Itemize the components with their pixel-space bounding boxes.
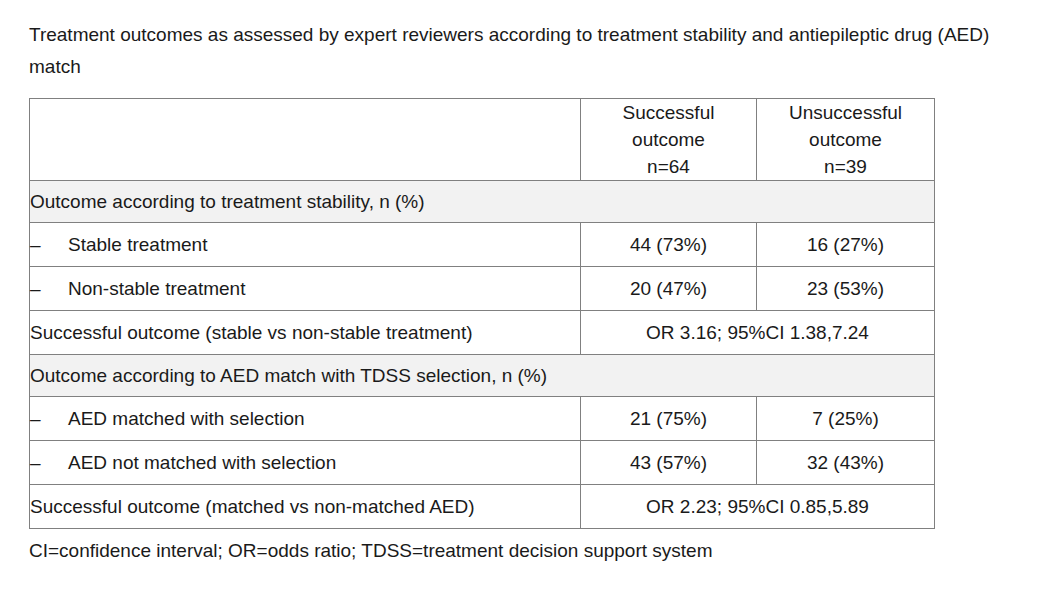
row-label: Non-stable treatment xyxy=(68,278,245,299)
header-empty-cell xyxy=(30,99,581,181)
row-label-cell: –Stable treatment xyxy=(30,223,581,267)
abbreviations-footnote: CI=confidence interval; OR=odds ratio; T… xyxy=(29,538,1009,564)
row-label: Stable treatment xyxy=(68,234,207,255)
odds-ratio-value: OR 3.16; 95%CI 1.38,7.24 xyxy=(581,311,935,355)
table-caption: Treatment outcomes as assessed by expert… xyxy=(29,19,1009,83)
unsuccessful-value: 23 (53%) xyxy=(757,267,935,311)
successful-value: 21 (75%) xyxy=(581,397,757,441)
unsuccessful-value: 16 (27%) xyxy=(757,223,935,267)
table-row-aed-not-matched: –AED not matched with selection 43 (57%)… xyxy=(30,441,935,485)
row-label-cell: –AED not matched with selection xyxy=(30,441,581,485)
section2-header: Outcome according to AED match with TDSS… xyxy=(30,355,935,397)
header-successful-outcome: Successful outcome n=64 xyxy=(581,99,757,181)
section2-header-row: Outcome according to AED match with TDSS… xyxy=(30,355,935,397)
odds-ratio-value: OR 2.23; 95%CI 0.85,5.89 xyxy=(581,485,935,529)
unsuccessful-value: 32 (43%) xyxy=(757,441,935,485)
successful-value: 20 (47%) xyxy=(581,267,757,311)
dash-bullet: – xyxy=(30,452,68,474)
summary-label: Successful outcome (matched vs non-match… xyxy=(30,485,581,529)
section1-summary-row: Successful outcome (stable vs non-stable… xyxy=(30,311,935,355)
row-label-cell: –Non-stable treatment xyxy=(30,267,581,311)
dash-bullet: – xyxy=(30,278,68,300)
row-label: AED not matched with selection xyxy=(68,452,336,473)
section1-header: Outcome according to treatment stability… xyxy=(30,181,935,223)
unsuccessful-value: 7 (25%) xyxy=(757,397,935,441)
column-header-row: Successful outcome n=64 Unsuccessful out… xyxy=(30,99,935,181)
section2-summary-row: Successful outcome (matched vs non-match… xyxy=(30,485,935,529)
dash-bullet: – xyxy=(30,234,68,256)
row-label: AED matched with selection xyxy=(68,408,305,429)
row-label-cell: –AED matched with selection xyxy=(30,397,581,441)
summary-label: Successful outcome (stable vs non-stable… xyxy=(30,311,581,355)
dash-bullet: – xyxy=(30,408,68,430)
page: Treatment outcomes as assessed by expert… xyxy=(0,0,1039,598)
successful-value: 44 (73%) xyxy=(581,223,757,267)
section1-header-row: Outcome according to treatment stability… xyxy=(30,181,935,223)
outcomes-table: Successful outcome n=64 Unsuccessful out… xyxy=(29,98,935,529)
table-row-non-stable-treatment: –Non-stable treatment 20 (47%) 23 (53%) xyxy=(30,267,935,311)
successful-value: 43 (57%) xyxy=(581,441,757,485)
header-unsuccessful-outcome: Unsuccessful outcome n=39 xyxy=(757,99,935,181)
table-row-stable-treatment: –Stable treatment 44 (73%) 16 (27%) xyxy=(30,223,935,267)
table-row-aed-matched: –AED matched with selection 21 (75%) 7 (… xyxy=(30,397,935,441)
